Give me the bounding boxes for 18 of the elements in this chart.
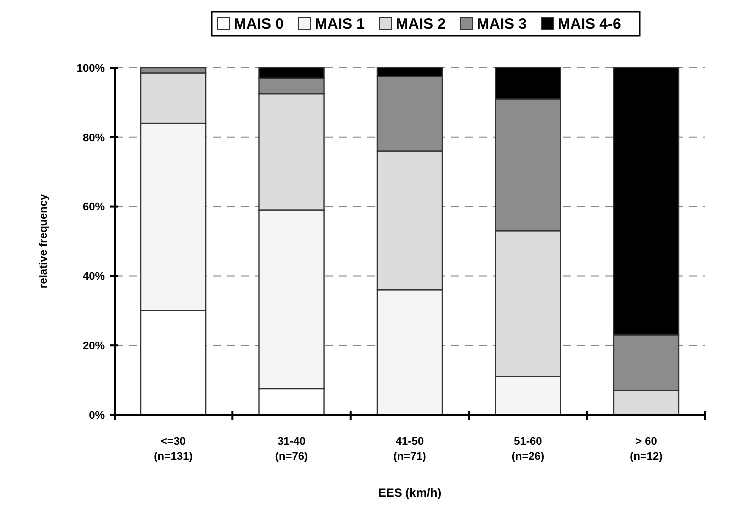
x-tick-label: 51-60 (n=26) [512,436,545,463]
y-axis-title: relative frequency [38,194,50,289]
x-tick-label: 31-40 (n=76) [275,436,308,463]
y-tick-label: 20% [82,340,106,352]
legend-label: MAIS 1 [315,16,366,33]
legend-label: MAIS 2 [396,16,446,33]
x-tick-label: 41-50 (n=71) [394,436,427,463]
x-tick-label: <=30 (n=131) [154,436,194,463]
y-tick-label: 80% [82,132,106,144]
legend-label: MAIS 4-6 [558,16,622,33]
y-tick-label: 0% [89,410,106,422]
y-tick-label: 100% [76,62,106,75]
y-tick-label: 60% [82,202,106,214]
x-tick-label: > 60 (n=12) [630,436,664,463]
legend-label: MAIS 3 [477,16,528,33]
legend-label: MAIS 0 [234,16,284,33]
y-tick-label: 40% [82,271,106,284]
x-axis-title: EES (km/h) [378,486,442,500]
